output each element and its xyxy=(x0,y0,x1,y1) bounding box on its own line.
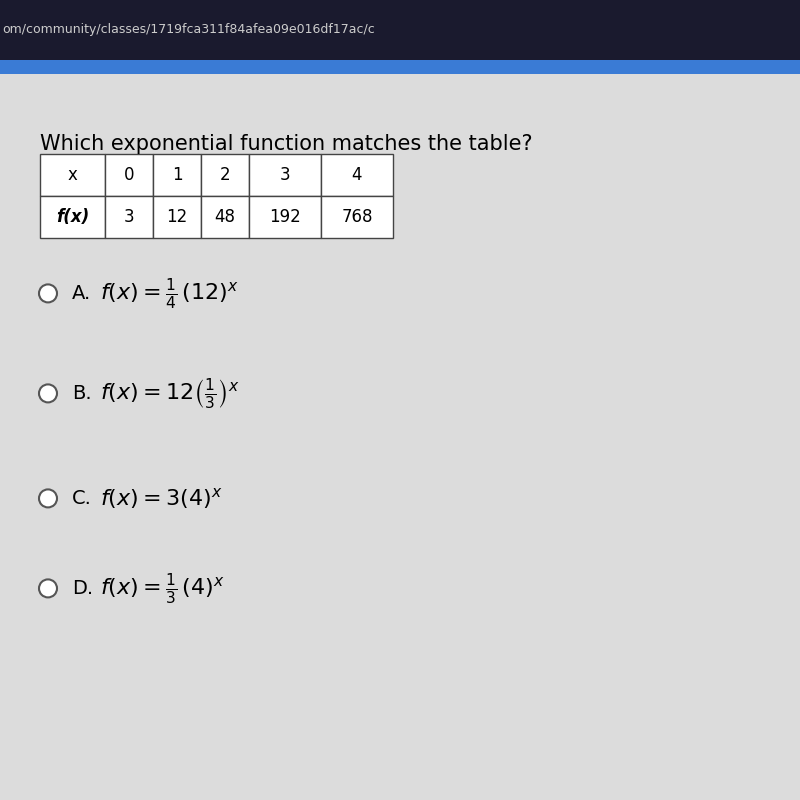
Bar xyxy=(201,196,249,238)
Text: 768: 768 xyxy=(342,208,373,226)
Bar xyxy=(321,196,393,238)
Bar xyxy=(0,0,800,60)
Text: 2: 2 xyxy=(220,166,230,184)
Text: 192: 192 xyxy=(269,208,301,226)
Circle shape xyxy=(39,490,57,507)
Bar xyxy=(321,154,393,196)
Text: D.: D. xyxy=(72,579,93,598)
Bar xyxy=(0,60,800,74)
Text: $f(x) = \frac{1}{3}\,(4)^{x}$: $f(x) = \frac{1}{3}\,(4)^{x}$ xyxy=(100,571,225,606)
Text: Which exponential function matches the table?: Which exponential function matches the t… xyxy=(40,134,533,154)
Text: $f(x) = \frac{1}{4}\,(12)^{x}$: $f(x) = \frac{1}{4}\,(12)^{x}$ xyxy=(100,276,239,311)
Text: 3: 3 xyxy=(124,208,134,226)
Text: $f(x) = 12\left(\frac{1}{3}\right)^{x}$: $f(x) = 12\left(\frac{1}{3}\right)^{x}$ xyxy=(100,376,240,411)
Bar xyxy=(201,154,249,196)
Text: 1: 1 xyxy=(172,166,182,184)
Bar xyxy=(40,196,105,238)
Text: B.: B. xyxy=(72,384,92,403)
Bar xyxy=(249,196,321,238)
Bar xyxy=(153,154,201,196)
Text: om/community/classes/1719fca311f84afea09e016df17ac/c: om/community/classes/1719fca311f84afea09… xyxy=(2,23,374,37)
Text: 4: 4 xyxy=(352,166,362,184)
Text: 12: 12 xyxy=(166,208,188,226)
Bar xyxy=(105,196,153,238)
Text: 48: 48 xyxy=(214,208,235,226)
Circle shape xyxy=(39,579,57,598)
Text: x: x xyxy=(67,166,78,184)
Text: A.: A. xyxy=(72,284,91,303)
Bar xyxy=(105,154,153,196)
Text: 3: 3 xyxy=(280,166,290,184)
Circle shape xyxy=(39,284,57,302)
Bar xyxy=(153,196,201,238)
Text: C.: C. xyxy=(72,489,92,508)
Bar xyxy=(40,154,105,196)
Text: f(x): f(x) xyxy=(56,208,89,226)
Circle shape xyxy=(39,384,57,402)
Bar xyxy=(249,154,321,196)
Text: 0: 0 xyxy=(124,166,134,184)
Text: $f(x) = 3(4)^{x}$: $f(x) = 3(4)^{x}$ xyxy=(100,486,223,511)
